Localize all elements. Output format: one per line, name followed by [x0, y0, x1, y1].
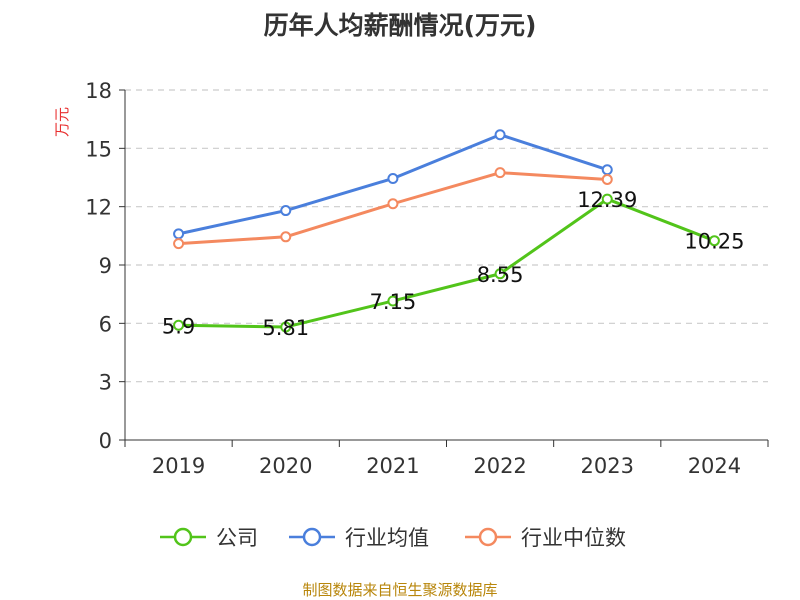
data-point: [280, 231, 292, 243]
chart-legend: 公司 行业均值 行业中位数: [0, 522, 800, 552]
x-tick-label: 2021: [366, 454, 419, 478]
data-point: [280, 205, 292, 217]
data-point: [387, 295, 399, 307]
data-point: [387, 198, 399, 210]
data-label: 7.15: [370, 290, 417, 314]
data-label: 8.55: [477, 263, 524, 287]
data-point: [280, 321, 292, 333]
legend-item-company[interactable]: 公司: [158, 522, 258, 552]
data-label: 5.81: [262, 316, 309, 340]
data-point: [173, 228, 185, 240]
legend-label-industry-median: 行业中位数: [521, 526, 626, 550]
y-tick-label: 18: [85, 79, 112, 103]
legend-marker-industry-median: [465, 527, 511, 547]
series-line-0: [178, 197, 715, 329]
y-tick-label: 9: [99, 254, 112, 278]
x-tick-label: 2024: [688, 454, 741, 478]
legend-item-industry-average[interactable]: 行业均值: [287, 522, 429, 552]
data-label: 10.25: [684, 230, 744, 254]
x-tick-label: 2023: [581, 454, 634, 478]
legend-marker-company: [160, 527, 206, 547]
data-point: [494, 129, 506, 141]
data-point: [494, 268, 506, 280]
data-point: [387, 172, 399, 184]
legend-label-company: 公司: [216, 526, 258, 550]
data-point: [601, 173, 613, 185]
legend-item-industry-median[interactable]: 行业中位数: [463, 522, 626, 552]
legend-marker-industry-average: [289, 527, 335, 547]
x-tick-label: 2022: [473, 454, 526, 478]
y-axis-label: 万元: [53, 107, 71, 137]
x-tick-label: 2019: [152, 454, 205, 478]
data-point: [494, 167, 506, 179]
series-line-1: [178, 133, 608, 236]
data-point: [173, 319, 185, 331]
data-point: [708, 235, 720, 247]
y-tick-label: 3: [99, 371, 112, 395]
y-tick-label: 6: [99, 312, 112, 336]
data-point: [173, 238, 185, 250]
y-tick-label: 15: [85, 137, 112, 161]
data-label: 5.9: [162, 314, 195, 338]
x-tick-label: 2020: [259, 454, 312, 478]
y-tick-label: 12: [85, 196, 112, 220]
data-point: [601, 164, 613, 176]
chart-title: 历年人均薪酬情况(万元): [263, 11, 537, 40]
data-source-note: 制图数据来自恒生聚源数据库: [302, 581, 498, 599]
data-label: 12.39: [577, 188, 637, 212]
y-tick-label: 0: [99, 429, 112, 453]
data-point: [601, 193, 613, 205]
legend-label-industry-average: 行业均值: [345, 526, 429, 550]
